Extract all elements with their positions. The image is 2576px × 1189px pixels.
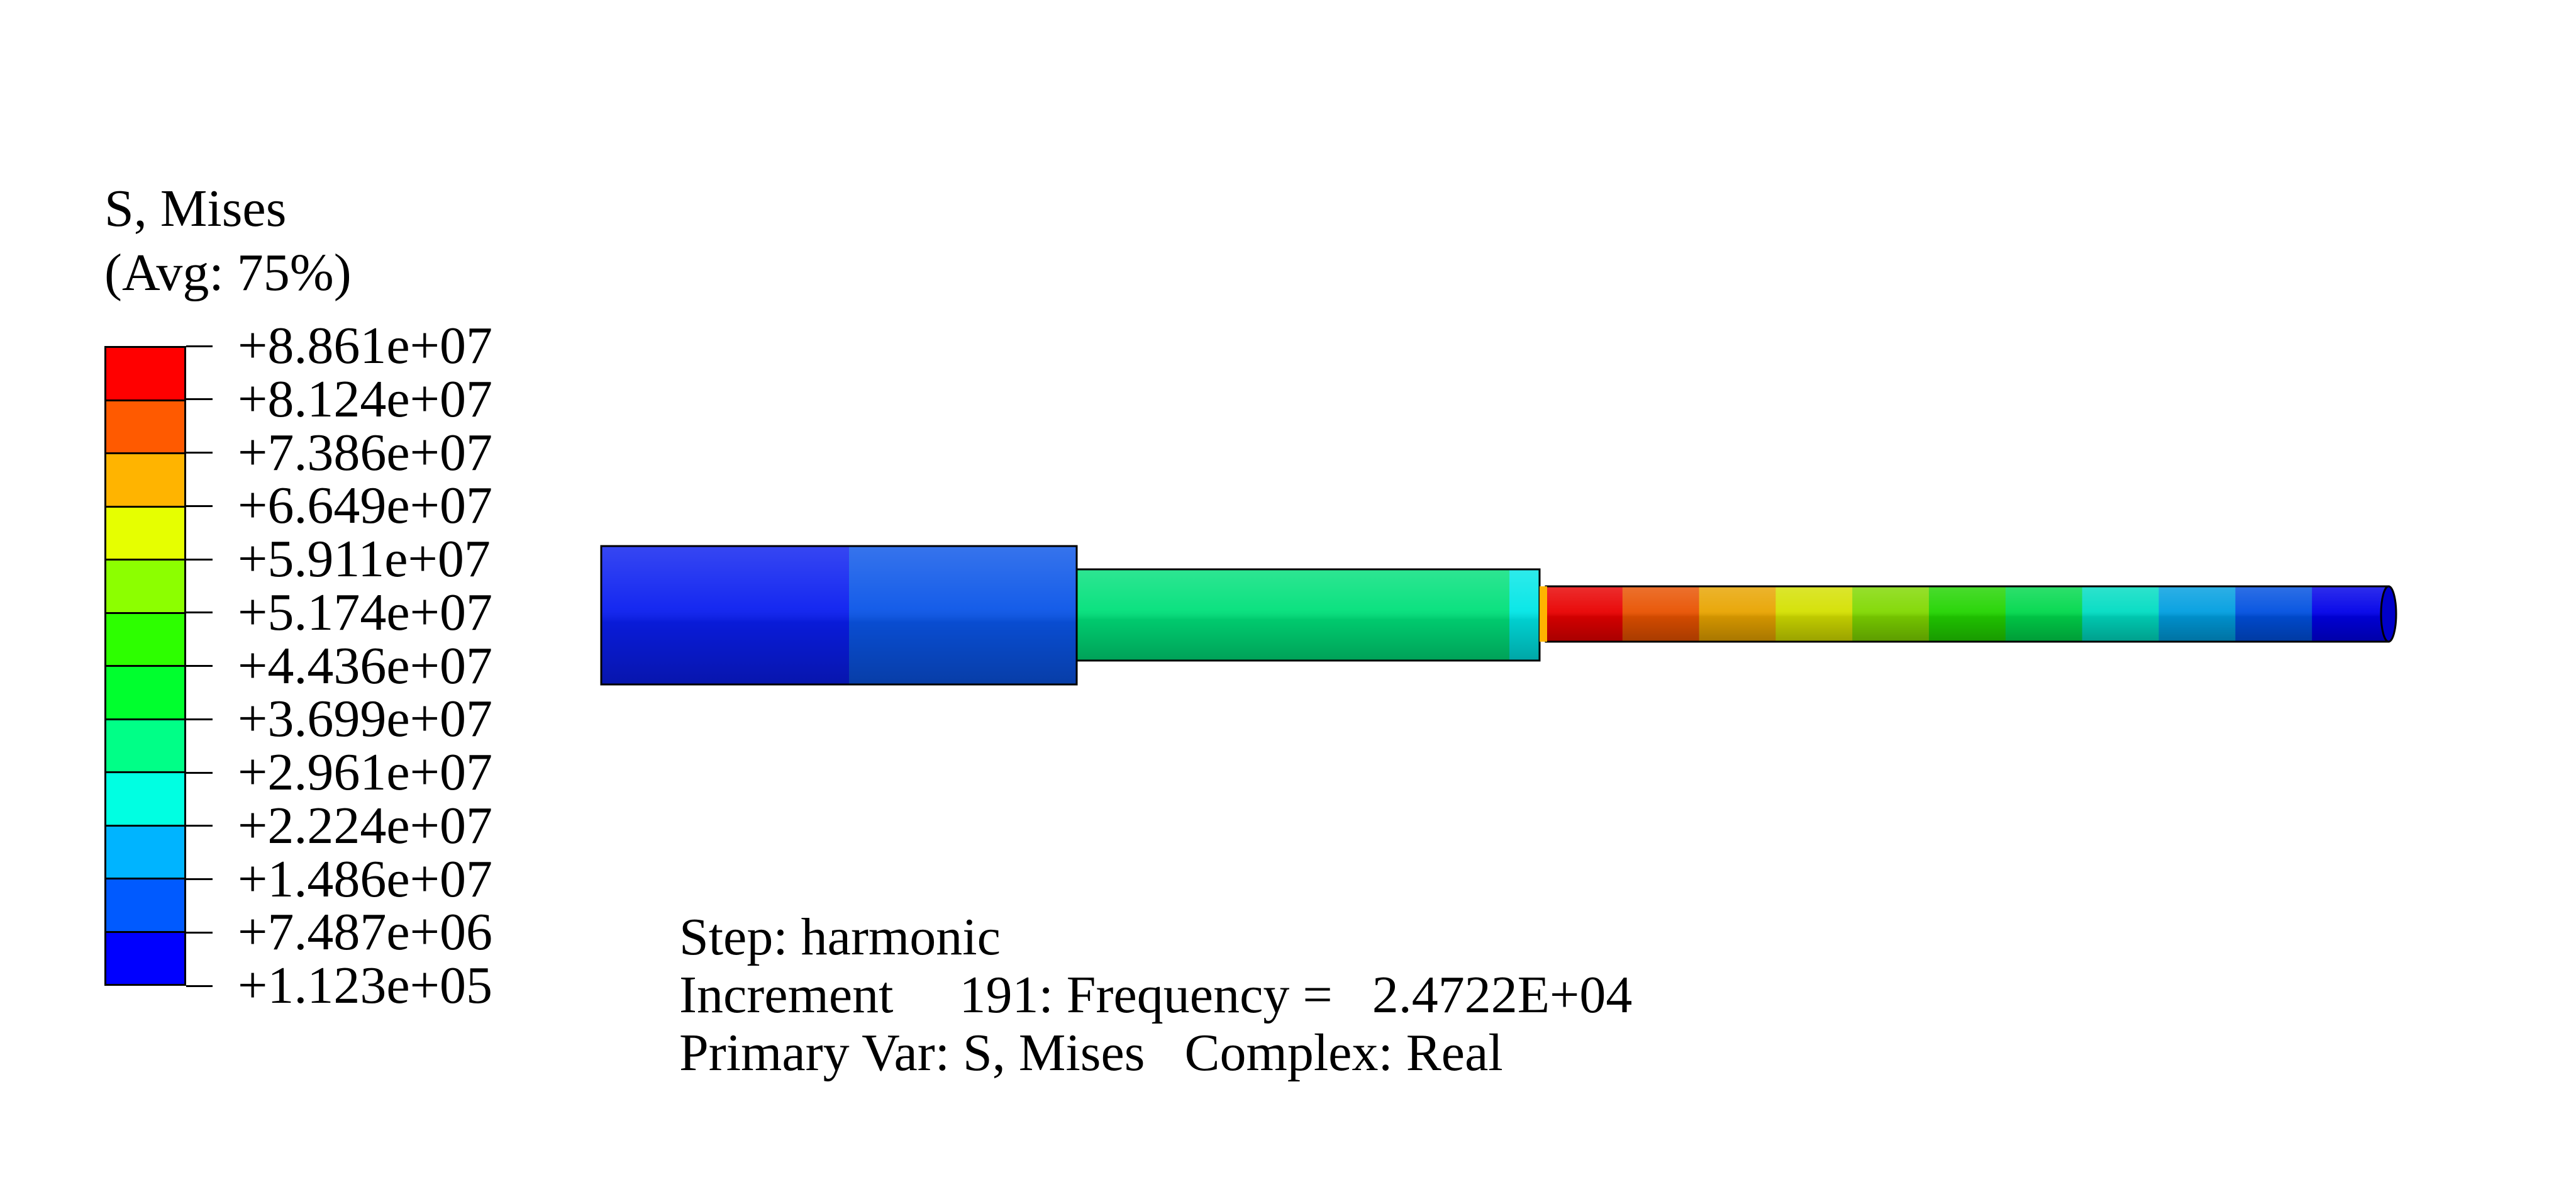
legend-band xyxy=(106,771,184,825)
cylinder-shading xyxy=(1546,586,2389,642)
legend-tick-label: +7.487e+06 xyxy=(238,903,493,962)
step-label: Step: harmonic xyxy=(679,908,1001,966)
legend-tick-label: +2.961e+07 xyxy=(238,743,493,801)
legend-tick-mark xyxy=(186,558,213,561)
legend-tick: +5.911e+07 xyxy=(186,533,491,586)
legend-band xyxy=(106,399,184,452)
cylinder-shading xyxy=(1077,569,1540,661)
legend-tick-label: +4.436e+07 xyxy=(238,636,493,695)
cylinder-shading xyxy=(601,546,1077,684)
legend-tick-label: +1.123e+05 xyxy=(238,956,493,1015)
legend-tick-mark xyxy=(186,718,213,720)
legend-tick: +7.386e+07 xyxy=(186,423,493,482)
legend-band xyxy=(106,665,184,718)
legend-tick: +1.123e+05 xyxy=(186,959,492,1012)
contour-legend-values: +8.861e+07 +8.124e+07 +7.386e+07 +6.649e+07… xyxy=(186,0,564,1189)
stress-band xyxy=(1540,586,1547,642)
legend-tick-label: +1.486e+07 xyxy=(238,849,493,908)
legend-tick: +7.487e+06 xyxy=(186,906,492,959)
legend-tick: +2.224e+07 xyxy=(186,796,493,855)
legend-tick-label: +7.386e+07 xyxy=(238,423,493,482)
legend-band xyxy=(106,878,184,931)
legend-band xyxy=(106,348,184,399)
legend-tick-label: +5.911e+07 xyxy=(238,530,491,588)
legend-tick-mark xyxy=(186,611,213,614)
legend-tick-mark xyxy=(186,345,213,347)
legend-band xyxy=(106,718,184,771)
legend-tick-mark xyxy=(186,665,213,667)
legend-band xyxy=(106,452,184,506)
legend-tick-label: +8.861e+07 xyxy=(238,316,493,375)
legend-tick-mark xyxy=(186,825,213,827)
shaft-end-cap xyxy=(2380,585,2397,643)
legend-tick: +4.436e+07 xyxy=(186,636,493,695)
legend-tick-mark xyxy=(186,985,213,987)
primary-variable-label: Primary Var: S, Mises Complex: Real xyxy=(679,1024,1503,1082)
legend-tick-mark xyxy=(186,878,213,880)
legend-tick-mark xyxy=(186,931,213,934)
legend-band xyxy=(106,505,184,559)
legend-tick-mark xyxy=(186,452,213,454)
legend-tick-label: +8.124e+07 xyxy=(238,369,493,428)
small-cylinder-section xyxy=(1540,585,2397,643)
legend-subtitle: (Avg: 75%) xyxy=(104,243,352,302)
legend-title: S, Mises xyxy=(104,179,287,238)
legend-tick: +2.961e+07 xyxy=(186,746,492,799)
legend-tick: +6.649e+07 xyxy=(186,479,492,532)
legend-tick: +8.124e+07 xyxy=(186,369,493,428)
legend-tick: +3.699e+07 xyxy=(186,693,492,745)
legend-band xyxy=(106,824,184,878)
legend-tick: +8.861e+07 xyxy=(186,320,492,372)
legend-tick: +5.174e+07 xyxy=(186,586,492,639)
legend-tick-label: +2.224e+07 xyxy=(238,796,493,855)
increment-frequency-label: Increment 191: Frequency = 2.4722E+04 xyxy=(679,966,1633,1024)
legend-band xyxy=(106,559,184,612)
legend-tick-label: +3.699e+07 xyxy=(238,689,493,749)
legend-tick-label: +6.649e+07 xyxy=(238,476,493,535)
middle-cylinder-section xyxy=(1075,568,1541,662)
legend-tick: +1.486e+07 xyxy=(186,849,493,908)
legend-tick-mark xyxy=(186,771,213,774)
large-cylinder-section xyxy=(600,545,1078,686)
legend-band xyxy=(106,930,184,984)
legend-tick-mark xyxy=(186,505,213,507)
legend-tick-mark xyxy=(186,398,213,401)
legend-tick-label: +5.174e+07 xyxy=(238,583,493,642)
legend-band xyxy=(106,611,184,665)
contour-legend-colorbar xyxy=(104,346,186,986)
